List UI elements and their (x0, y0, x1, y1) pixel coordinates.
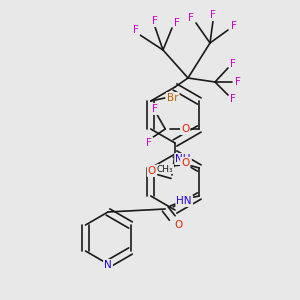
Text: F: F (152, 16, 158, 26)
Text: F: F (210, 10, 216, 20)
Text: NH: NH (175, 154, 191, 164)
Text: O: O (181, 158, 189, 168)
Text: HN: HN (176, 196, 192, 206)
Text: F: F (133, 25, 139, 35)
Text: CH₃: CH₃ (157, 164, 174, 173)
Text: O: O (148, 166, 156, 176)
Text: F: F (230, 94, 236, 104)
Text: F: F (174, 18, 180, 28)
Text: F: F (146, 138, 152, 148)
Text: Br: Br (167, 93, 178, 103)
Text: F: F (152, 104, 158, 114)
Text: F: F (235, 77, 241, 87)
Text: F: F (231, 21, 237, 31)
Text: F: F (230, 59, 236, 69)
Text: N: N (104, 260, 112, 270)
Text: O: O (181, 124, 189, 134)
Text: F: F (188, 13, 194, 23)
Text: O: O (174, 220, 182, 230)
